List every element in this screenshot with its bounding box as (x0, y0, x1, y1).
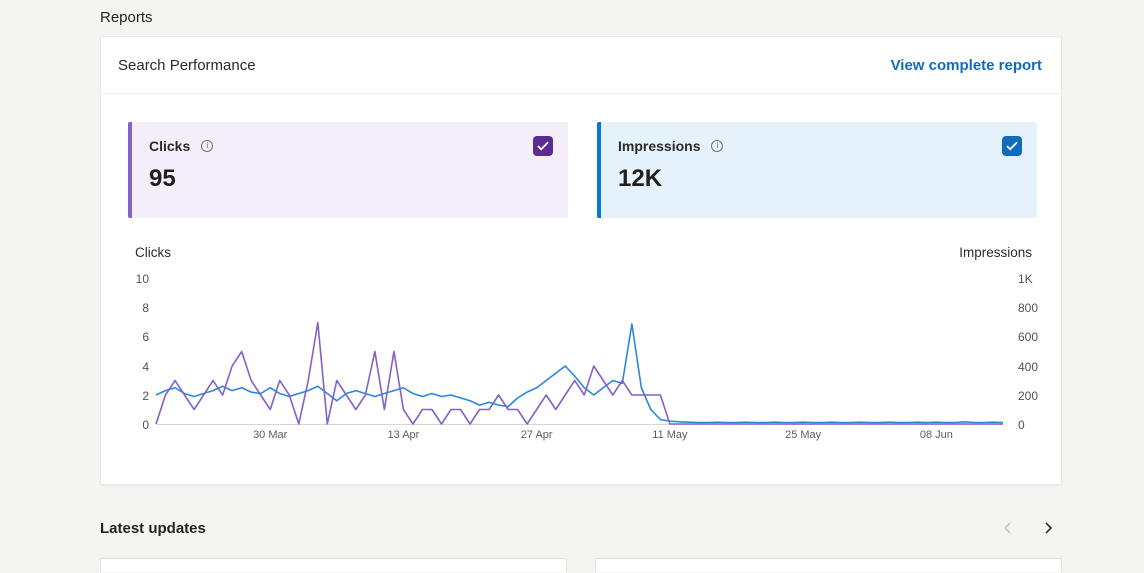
latest-updates-title: Latest updates (100, 519, 206, 537)
latest-updates-header: Latest updates (100, 512, 1062, 544)
impressions-metric-card: Impressions 12K (597, 122, 1037, 218)
x-axis-tick-label: 25 May (785, 429, 822, 441)
axis-tick-label: 200 (1018, 388, 1039, 403)
page-title: Reports (100, 9, 153, 26)
axis-tick-label: 10 (135, 272, 149, 286)
metric-header: Clicks (149, 136, 553, 156)
axis-tick-label: 0 (142, 418, 149, 432)
clicks-metric-value: 95 (149, 165, 176, 192)
search-performance-card: Search Performance View complete report … (100, 36, 1062, 485)
left-axis-ticks: 10 8 6 4 2 0 (128, 272, 156, 432)
chevron-right-icon (1045, 522, 1053, 534)
chart-lines (156, 279, 1003, 424)
right-axis-ticks: 1K 800 600 400 200 0 (1003, 272, 1039, 432)
x-axis-tick-label: 08 Jun (919, 429, 953, 441)
impressions-metric-label: Impressions (618, 138, 701, 154)
axis-tick-label: 4 (142, 359, 149, 374)
x-axis-labels: 30 Mar 13 Apr 27 Apr 11 May 25 May 08 Jun (156, 429, 1003, 445)
next-button[interactable] (1034, 514, 1062, 542)
axis-tick-label: 1K (1018, 272, 1033, 286)
x-axis-tick-label: 11 May (652, 429, 688, 441)
view-complete-report-link[interactable]: View complete report (890, 56, 1042, 74)
card-header: Search Performance View complete report (101, 37, 1061, 94)
metric-header: Impressions (618, 136, 1022, 156)
x-axis-tick-label: 27 Apr (520, 429, 553, 441)
axis-tick-label: 0 (1018, 418, 1025, 432)
right-axis-title: Impressions (959, 245, 1032, 260)
impressions-metric-value: 12K (618, 165, 663, 192)
latest-updates-cards (100, 558, 1062, 572)
axis-tick-label: 400 (1018, 359, 1039, 374)
clicks-metric-label: Clicks (149, 138, 191, 154)
axis-tick-label: 8 (142, 301, 149, 316)
page-content: Reports Search Performance View complete… (100, 0, 1062, 572)
axis-tick-label: 600 (1018, 330, 1039, 345)
clicks-checkbox[interactable] (533, 136, 553, 156)
axis-tick-label: 800 (1018, 301, 1039, 316)
info-icon[interactable] (201, 140, 214, 152)
x-axis-tick-label: 30 Mar (253, 429, 288, 441)
card-title: Search Performance (118, 56, 256, 74)
metrics-row: Clicks 95 Impressions (101, 94, 1061, 218)
info-icon[interactable] (711, 140, 724, 152)
x-axis-tick-label: 13 Apr (387, 429, 420, 441)
chevron-left-icon (1003, 522, 1011, 534)
checkmark-icon (1006, 141, 1018, 151)
axis-tick-label: 6 (142, 330, 149, 345)
performance-chart: 10 8 6 4 2 0 30 Mar 13 Apr 27 Apr 11 May 25 May 08… (101, 260, 1061, 441)
update-card (100, 558, 567, 572)
impressions-checkbox[interactable] (1002, 136, 1022, 156)
update-card (595, 558, 1062, 572)
previous-button[interactable] (994, 514, 1022, 542)
clicks-metric-card: Clicks 95 (128, 122, 568, 218)
carousel-nav (994, 514, 1062, 542)
axis-tick-label: 2 (142, 388, 149, 403)
clicks-line (156, 323, 1003, 425)
checkmark-icon (537, 141, 549, 151)
left-axis-title: Clicks (135, 245, 171, 260)
chart-plot-area: 30 Mar 13 Apr 27 Apr 11 May 25 May 08 Jun (156, 279, 1003, 441)
chart-axis-titles: Clicks Impressions (101, 218, 1061, 260)
impressions-line (156, 324, 1003, 423)
